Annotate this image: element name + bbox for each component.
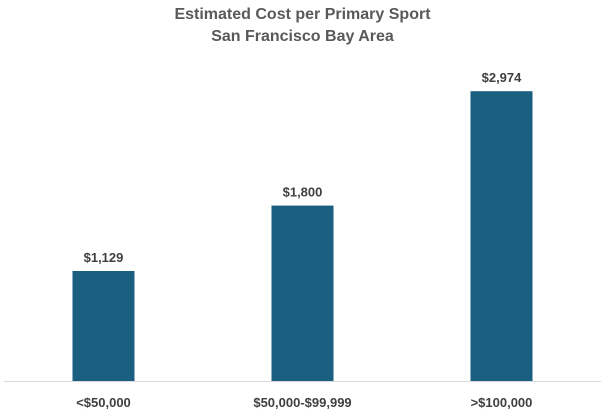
chart-title: Estimated Cost per Primary Sport <box>174 6 431 23</box>
bar <box>72 271 135 381</box>
x-tick-label: <$50,000 <box>76 395 131 410</box>
bar <box>470 91 533 381</box>
data-label: $1,800 <box>283 185 323 200</box>
chart-subtitle: San Francisco Bay Area <box>211 28 394 45</box>
bar <box>271 205 334 381</box>
data-label: $2,974 <box>482 70 523 85</box>
x-tick-label: $50,000-$99,999 <box>253 395 351 410</box>
x-tick-label: >$100,000 <box>471 395 533 410</box>
chart-title-block: Estimated Cost per Primary Sport San Fra… <box>0 4 605 48</box>
data-label: $1,129 <box>84 250 124 265</box>
